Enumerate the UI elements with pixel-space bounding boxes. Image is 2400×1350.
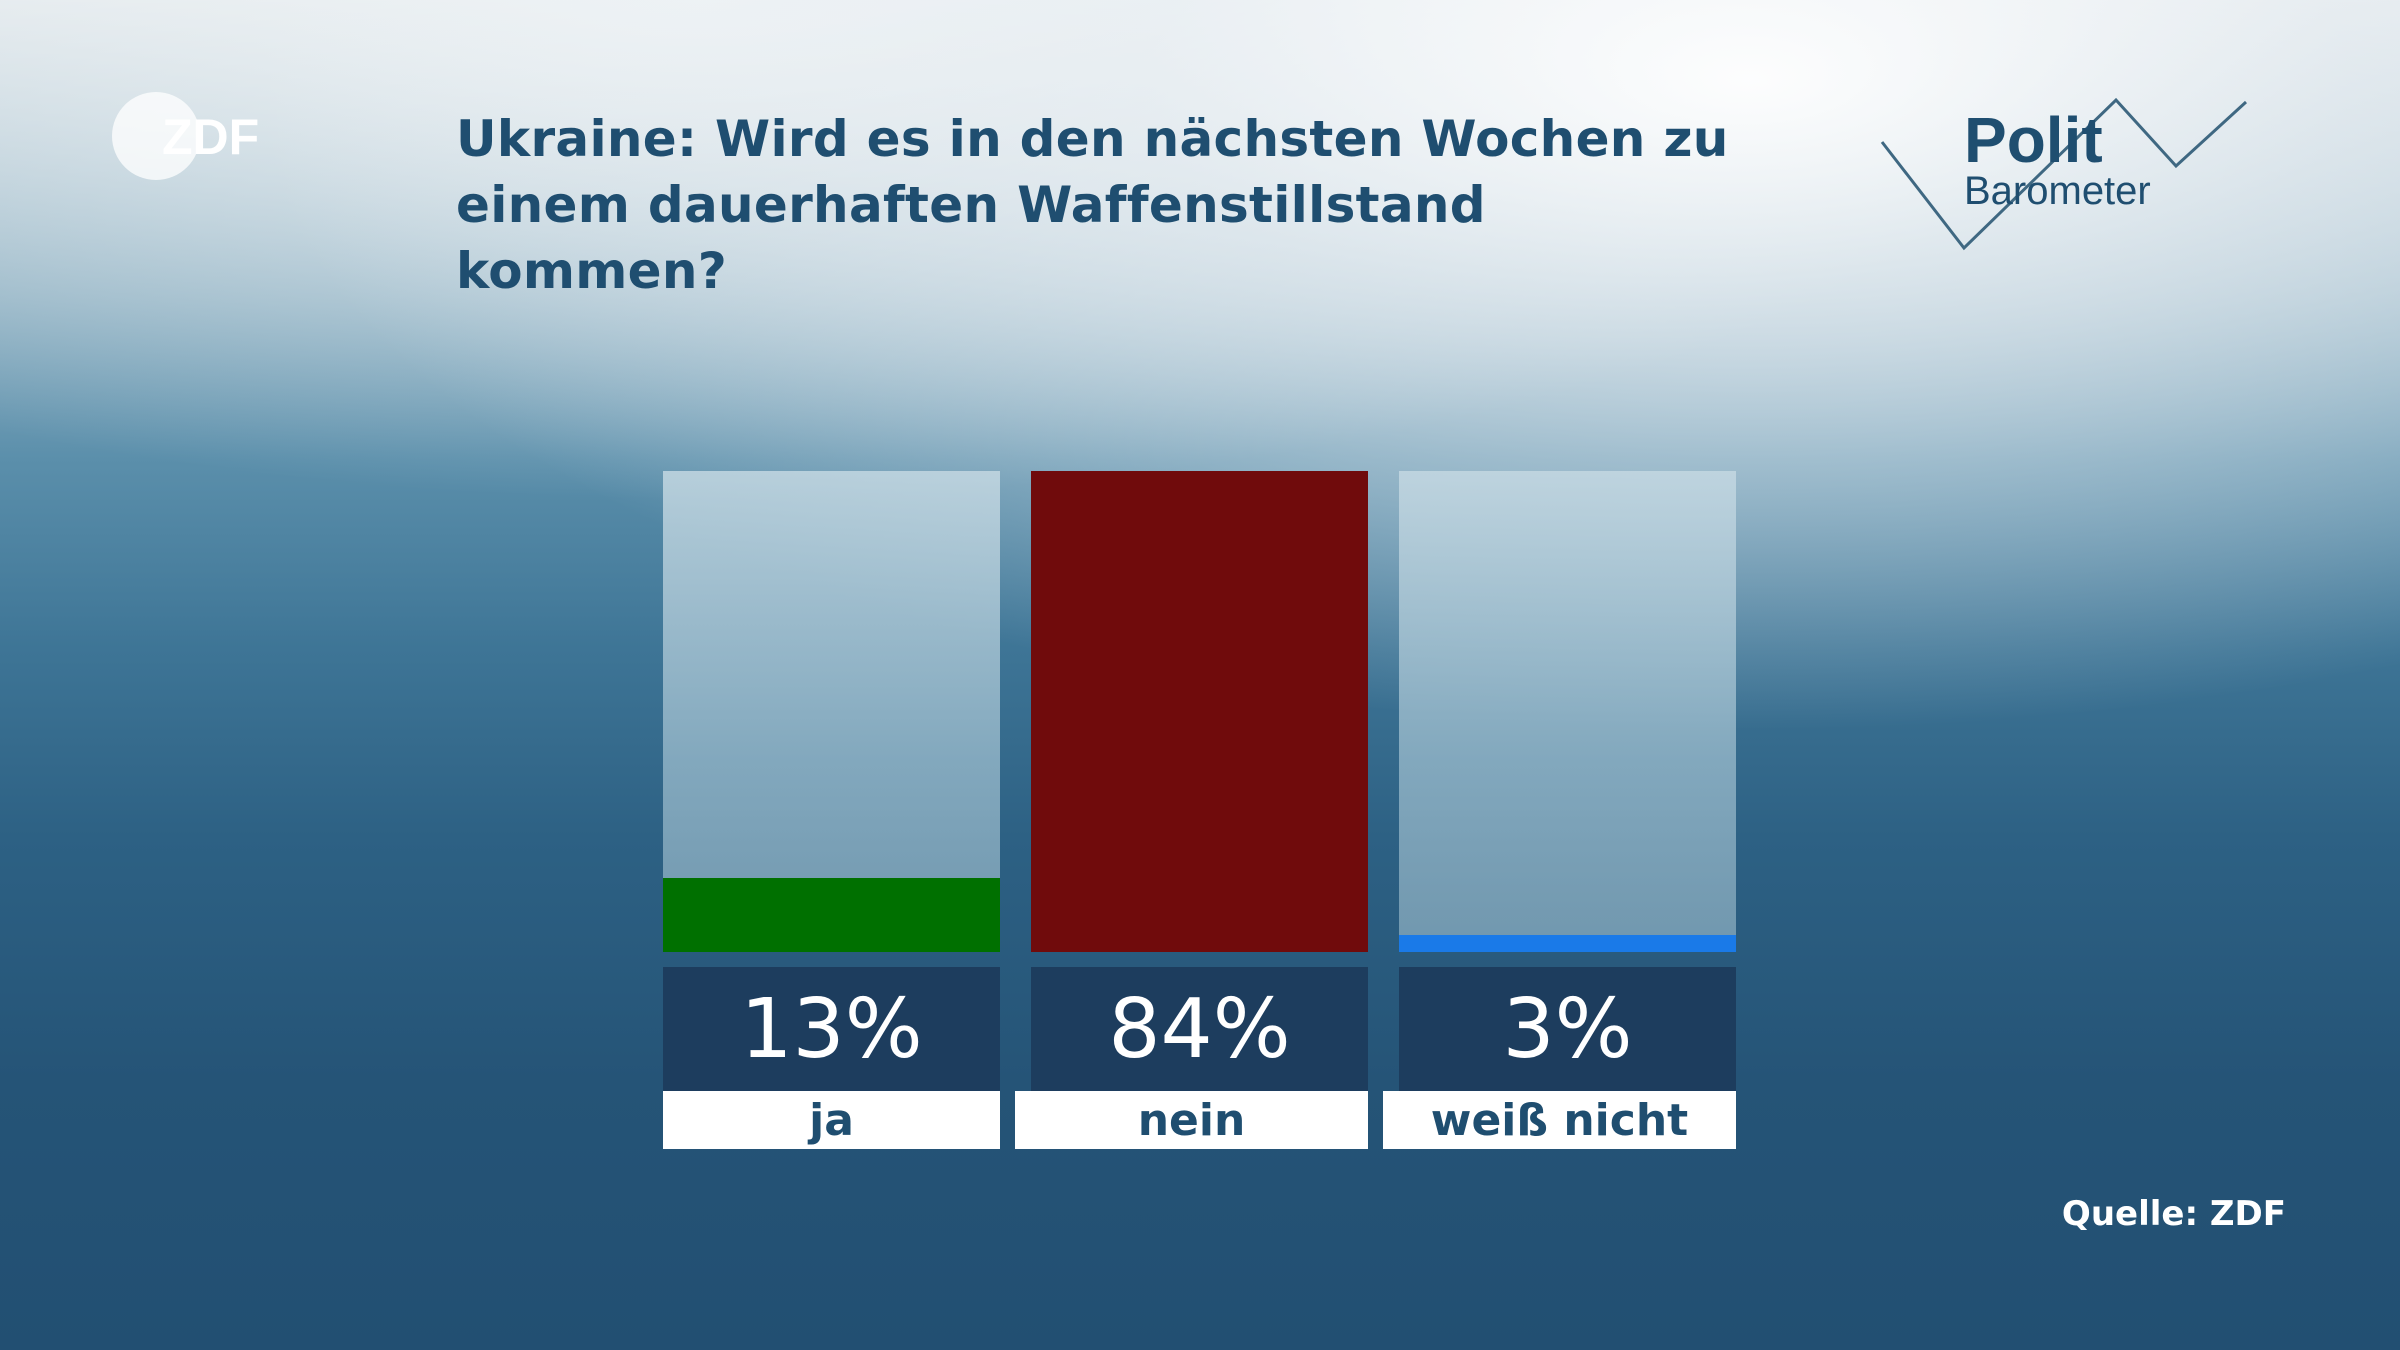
category-label-wei-nicht: weiß nicht bbox=[1383, 1091, 1736, 1149]
zdf-logo: ZDF bbox=[112, 92, 259, 180]
zdf-logo-text: ZDF bbox=[162, 109, 259, 165]
bar-nein bbox=[1031, 471, 1368, 952]
source-note: Quelle: ZDF bbox=[2061, 1194, 2286, 1234]
bar-track-ja bbox=[663, 471, 1000, 952]
chart-title: Ukraine: Wird es in den nächsten Wochen … bbox=[456, 106, 1756, 304]
bar-ja bbox=[663, 878, 1000, 952]
brand-polit: Polit bbox=[1964, 104, 2103, 176]
category-label-nein: nein bbox=[1015, 1091, 1368, 1149]
politbarometer-logo: Polit Barometer bbox=[1880, 97, 2248, 251]
category-label-ja: ja bbox=[663, 1091, 1000, 1149]
brand-barometer: Barometer bbox=[1964, 169, 2151, 213]
bar-track-wei-nicht bbox=[1399, 471, 1736, 952]
title-line-2: einem dauerhaften Waffenstillstand komme… bbox=[456, 176, 1486, 300]
value-label-nein: 84% bbox=[1031, 967, 1368, 1091]
bar-wei-nicht bbox=[1399, 935, 1736, 952]
title-line-1: Ukraine: Wird es in den nächsten Wochen … bbox=[456, 110, 1729, 168]
value-label-ja: 13% bbox=[663, 967, 1000, 1091]
value-label-wei-nicht: 3% bbox=[1399, 967, 1736, 1091]
bar-track-nein bbox=[1031, 471, 1368, 952]
